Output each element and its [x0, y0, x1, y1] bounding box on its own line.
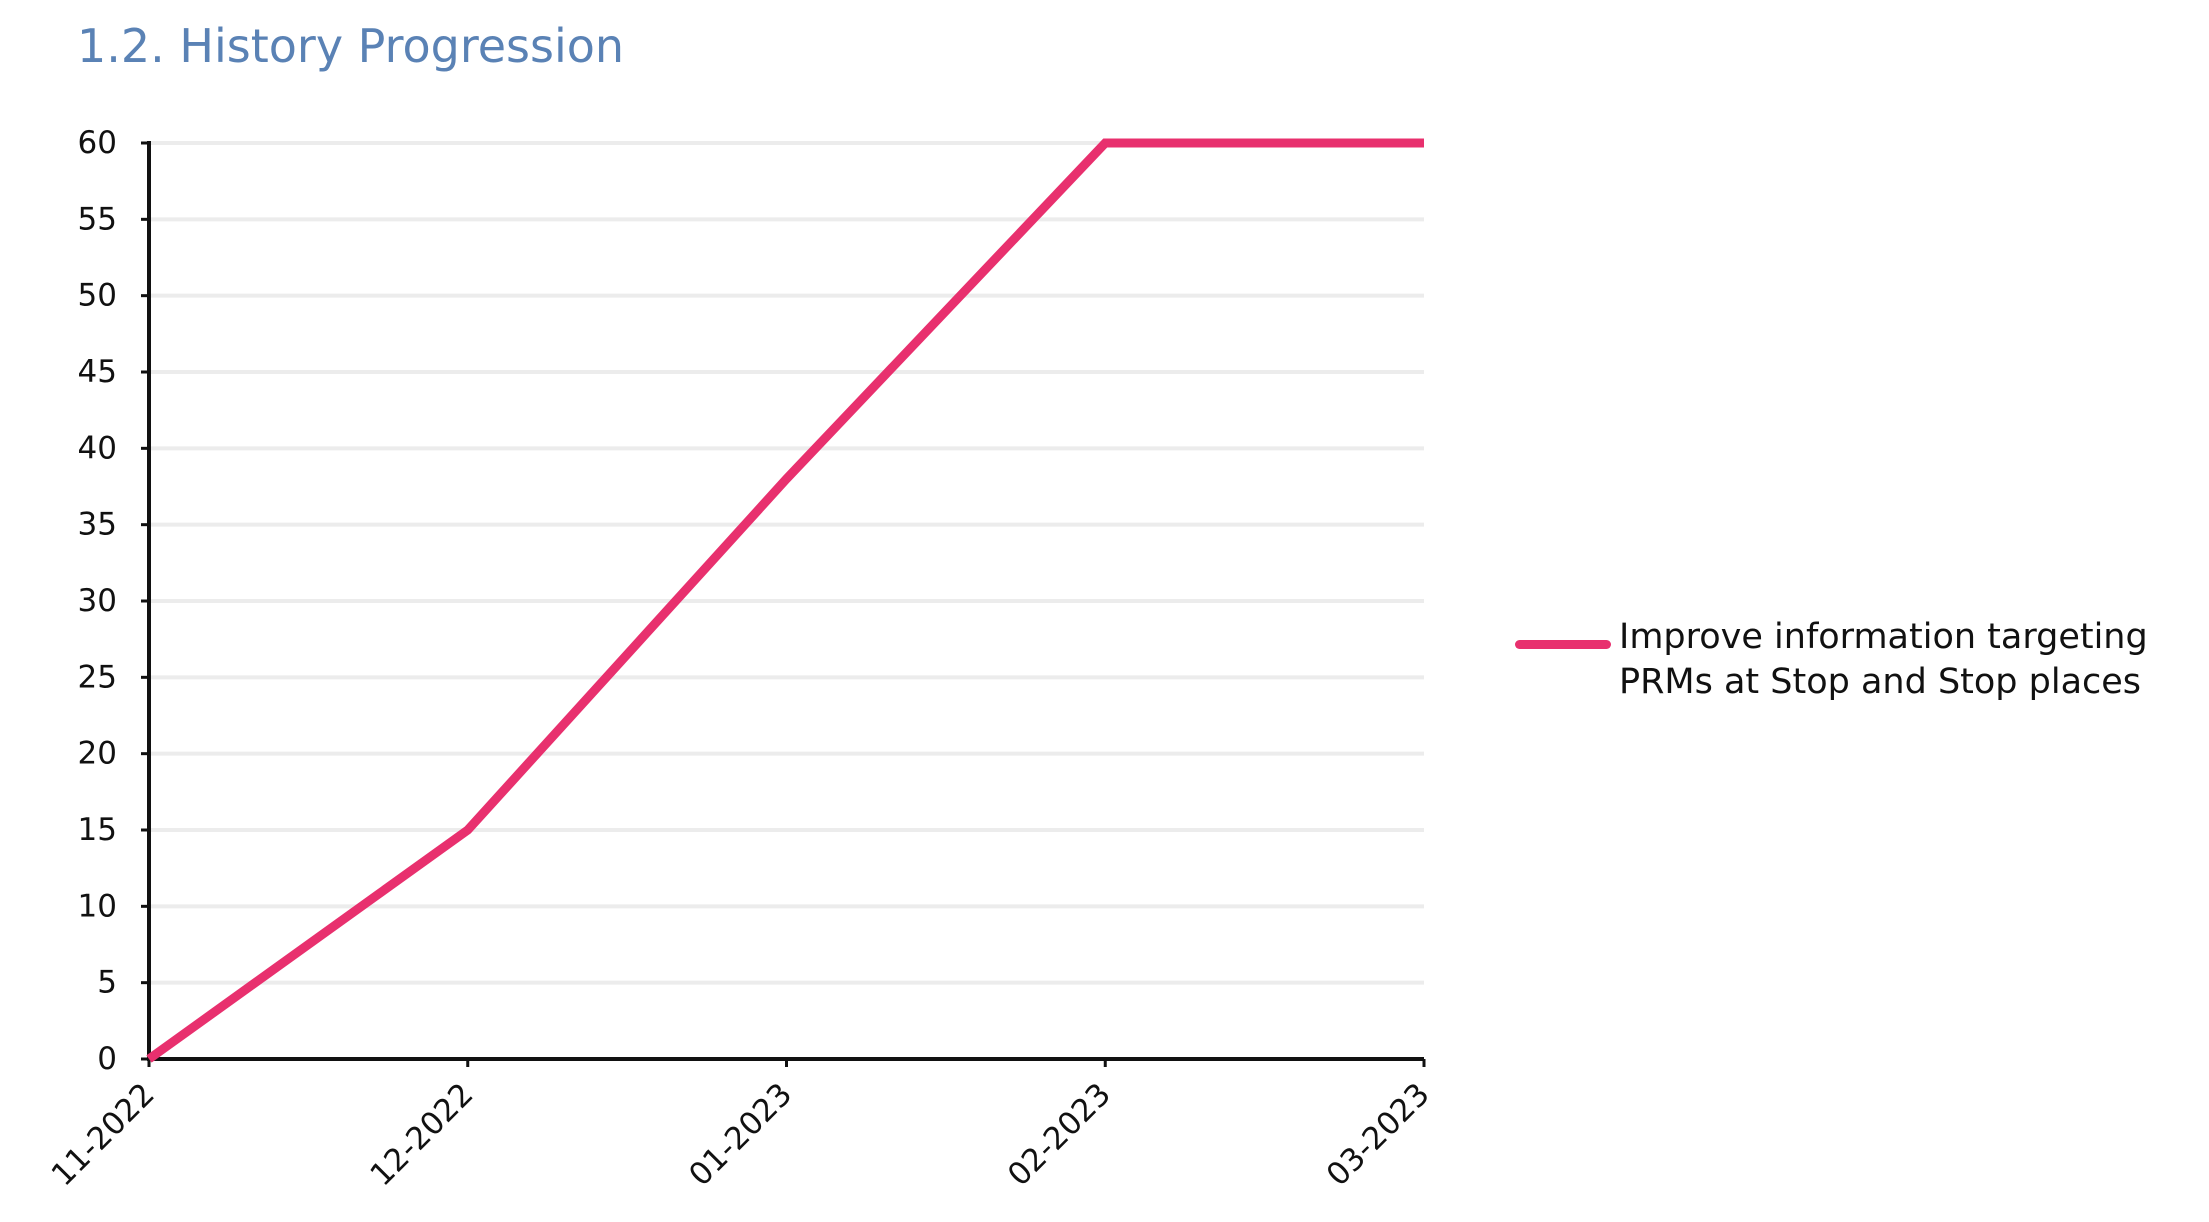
- legend-label: Improve information targeting PRMs at St…: [1619, 617, 2148, 702]
- x-tick-label: 12-2022: [363, 1076, 480, 1193]
- x-axis-ticks: 11-2022 12-2022 01-2023 02-2023 03-2023: [45, 1059, 1437, 1193]
- y-tick-label: 20: [78, 736, 117, 772]
- y-tick-label: 0: [97, 1041, 117, 1077]
- x-tick-label: 03-2023: [1320, 1076, 1437, 1193]
- page-title: 1.2. History Progression: [77, 19, 625, 73]
- legend-swatch: [1515, 640, 1611, 649]
- y-tick-label: 25: [78, 659, 117, 695]
- y-tick-label: 10: [78, 888, 117, 924]
- y-tick-label: 5: [97, 965, 117, 1001]
- y-tick-label: 15: [78, 812, 117, 848]
- y-tick-label: 55: [78, 201, 117, 237]
- y-tick-label: 35: [78, 507, 117, 543]
- y-axis-ticks: 0 5 10 15 20 25 30 35 40 45 50 55 60: [78, 125, 149, 1077]
- x-tick-label: 01-2023: [682, 1076, 799, 1193]
- y-tick-label: 45: [78, 354, 117, 390]
- series-lines: [146, 138, 1425, 1063]
- y-tick-label: 60: [78, 125, 117, 161]
- chart-legend: Improve information targeting PRMs at St…: [1515, 615, 2209, 705]
- x-tick-label: 02-2023: [1001, 1076, 1118, 1193]
- y-tick-label: 30: [78, 583, 117, 619]
- grid-lines: [149, 141, 1424, 985]
- y-tick-label: 50: [78, 278, 117, 314]
- y-tick-label: 40: [78, 430, 117, 466]
- x-tick-label: 11-2022: [45, 1076, 162, 1193]
